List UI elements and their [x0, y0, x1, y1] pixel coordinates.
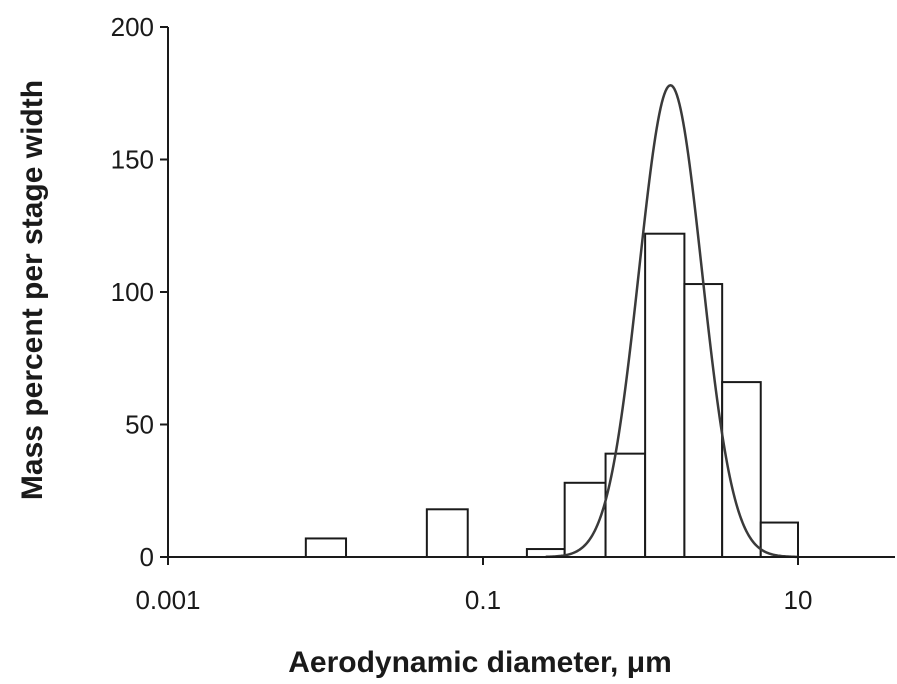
y-tick-label: 150	[111, 145, 154, 175]
histogram-bar	[425, 508, 469, 558]
x-tick-label: 0.1	[465, 585, 501, 615]
histogram-bar	[721, 381, 762, 558]
bars-layer	[304, 232, 800, 559]
y-axis-title: Mass percent per stage width	[16, 80, 49, 500]
x-tick-label: 10	[784, 585, 813, 615]
histogram-bar	[644, 232, 686, 558]
ticks-layer: 0 50 100 150 200 0.001 0.1 10	[111, 12, 813, 615]
y-tick-label: 100	[111, 277, 154, 307]
y-tick-label: 0	[140, 542, 154, 572]
y-tick-label: 50	[125, 410, 154, 440]
fitted-distribution-curve	[545, 83, 799, 559]
y-tick-label: 200	[111, 12, 154, 42]
histogram-bar	[683, 283, 724, 558]
histogram-bar	[759, 521, 800, 558]
x-tick-label: 0.001	[135, 585, 200, 615]
x-axis-title: Aerodynamic diameter, μm	[288, 646, 672, 679]
histogram-bar	[304, 537, 348, 559]
